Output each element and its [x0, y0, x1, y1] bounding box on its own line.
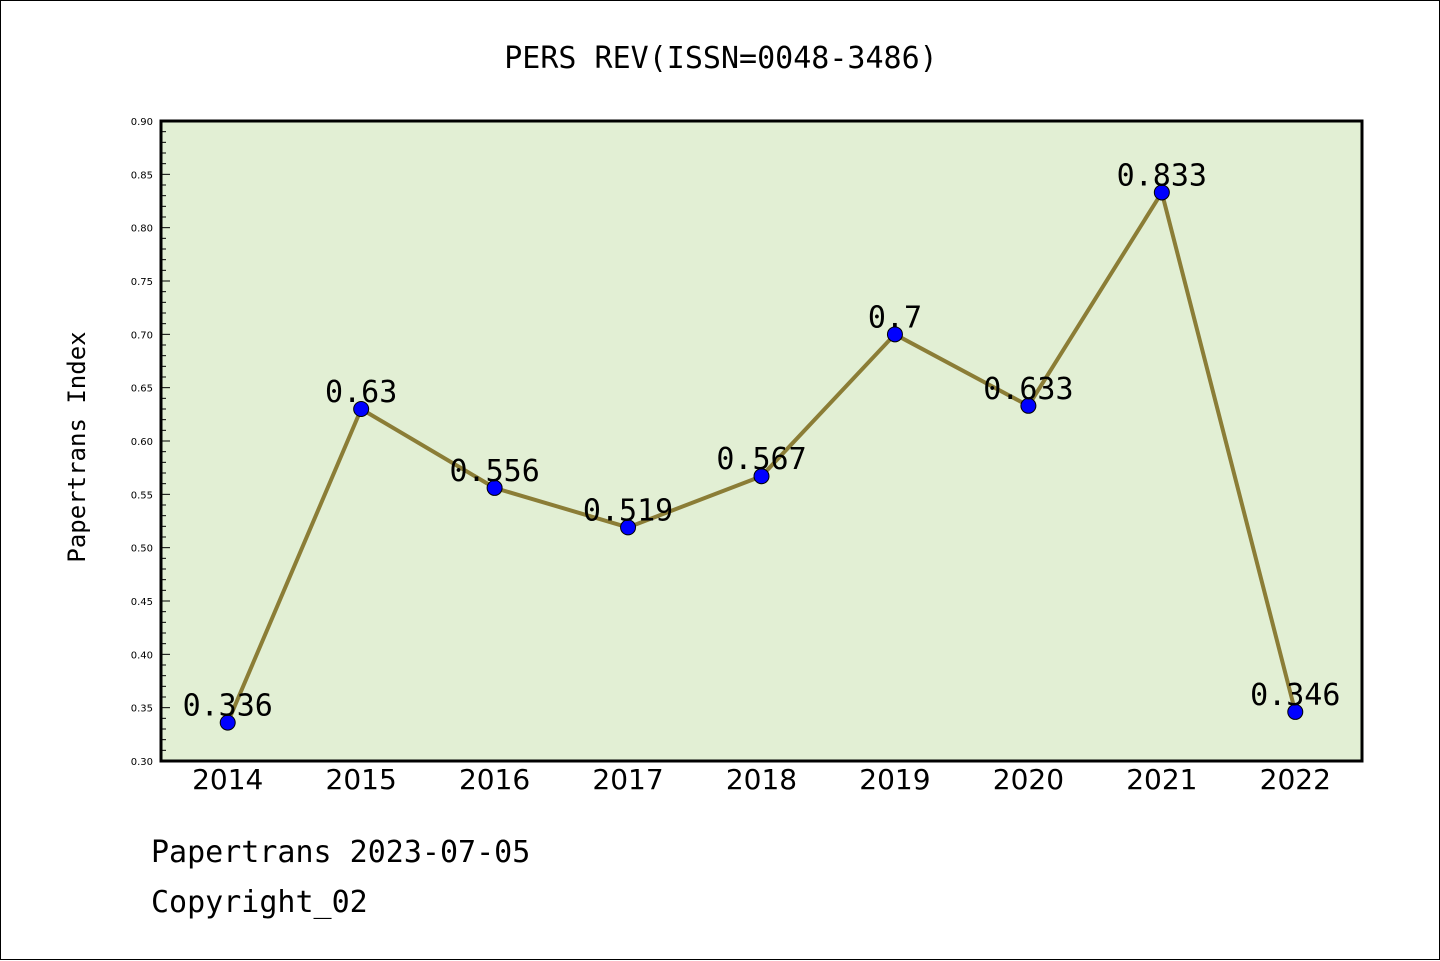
x-tick-label: 2018	[726, 763, 797, 796]
x-tick-label: 2016	[459, 763, 530, 796]
y-tick-label: 0.80	[131, 224, 153, 235]
data-label: 0.556	[449, 454, 539, 489]
data-points	[219, 184, 1304, 731]
y-tick-label: 0.50	[131, 544, 153, 555]
data-label: 0.567	[716, 442, 806, 477]
footer-copyright: Copyright_02	[151, 885, 368, 920]
data-label: 0.633	[983, 372, 1073, 407]
data-label: 0.519	[583, 493, 673, 528]
x-tick-label: 2020	[993, 763, 1064, 796]
y-tick-label: 0.70	[131, 330, 153, 341]
y-axis-label: Papertrans Index	[63, 331, 91, 562]
y-tick-label: 0.35	[131, 704, 153, 715]
data-point	[486, 479, 503, 496]
data-label: 0.336	[183, 689, 273, 724]
y-tick-label: 0.85	[131, 170, 153, 181]
x-tick-label: 2021	[1126, 763, 1197, 796]
x-tick-label: 2019	[859, 763, 930, 796]
data-point	[219, 714, 236, 731]
data-label: 0.346	[1250, 678, 1340, 713]
y-tick-label: 0.55	[131, 490, 153, 501]
y-tick-label: 0.90	[131, 117, 153, 128]
x-tick-label: 2017	[592, 763, 663, 796]
chart-title: PERS REV(ISSN=0048-3486)	[504, 41, 937, 76]
x-tick-label: 2014	[192, 763, 263, 796]
x-tick-label: 2022	[1260, 763, 1331, 796]
data-labels: 0.336 0.63 0.556 0.519 0.567 0.7 0.633 0.833 0.3…	[183, 158, 1341, 723]
y-tick-label: 0.65	[131, 384, 153, 395]
y-tick-label: 0.75	[131, 277, 153, 288]
y-tick-label: 0.30	[131, 757, 153, 768]
data-point	[1020, 397, 1037, 414]
data-point	[620, 519, 637, 536]
data-point	[886, 326, 903, 343]
footer-date: Papertrans 2023-07-05	[151, 835, 531, 870]
data-point	[353, 401, 370, 417]
x-tick-label: 2015	[326, 763, 397, 796]
data-label: 0.63	[325, 375, 397, 410]
plot-area	[161, 121, 1362, 761]
y-tick-label: 0.40	[131, 650, 153, 661]
plot-border	[159, 119, 1364, 763]
data-point	[1153, 184, 1170, 201]
x-axis: 2014 2015 2016 2017 2018 2019 2020 2021 2022	[192, 763, 1331, 796]
y-tick-label: 0.60	[131, 437, 153, 448]
data-point	[753, 468, 770, 485]
y-tick-label: 0.45	[131, 597, 153, 608]
data-point	[1287, 703, 1304, 720]
data-label: 0.7	[868, 300, 922, 335]
data-label: 0.833	[1117, 158, 1207, 193]
